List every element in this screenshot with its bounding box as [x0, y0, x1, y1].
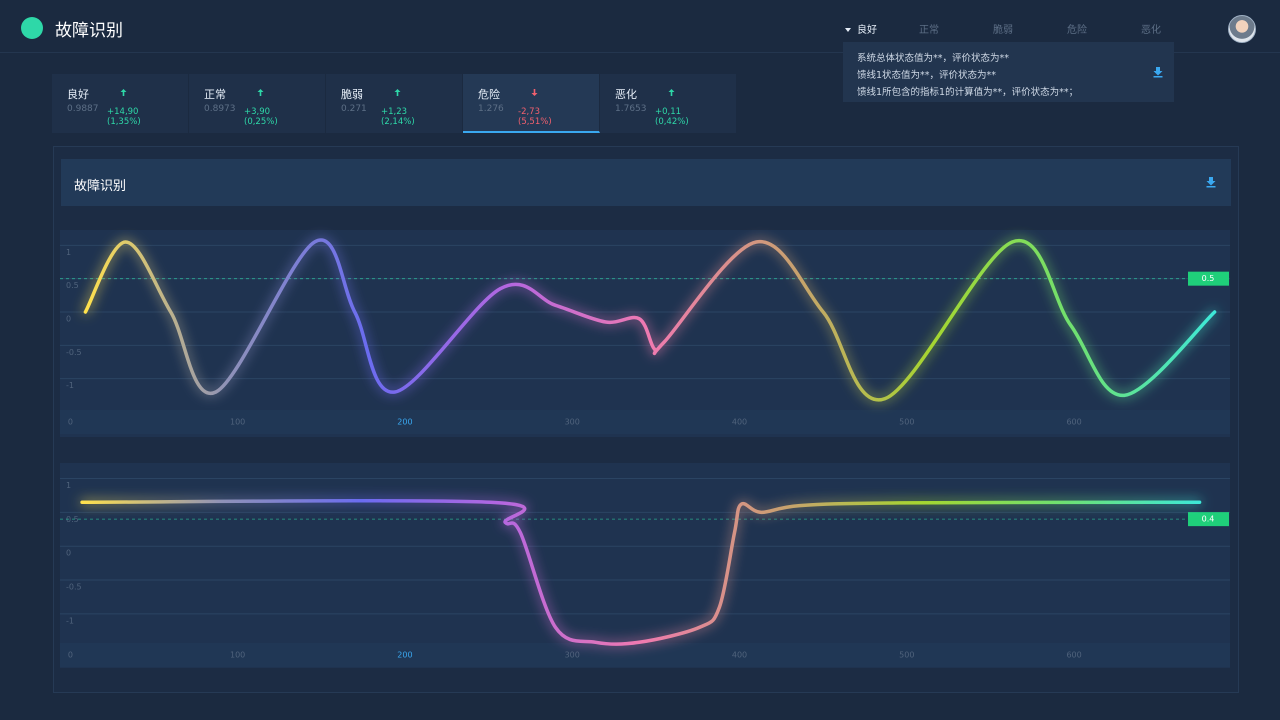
trend-arrow	[668, 89, 675, 96]
chart-area	[60, 463, 1230, 668]
logo	[21, 17, 43, 39]
x-tick-label: 600	[1066, 418, 1081, 427]
avatar[interactable]	[1228, 15, 1256, 43]
y-tick-label: -0.5	[66, 583, 82, 592]
x-axis-band	[60, 410, 1230, 434]
card-value: 1.7653	[615, 104, 647, 114]
threshold-tag	[1188, 271, 1229, 286]
change-percent: (5,51%)	[518, 117, 552, 127]
threshold-label: 0.4	[1202, 515, 1215, 524]
caret	[845, 28, 851, 32]
stat-card: 正常 0.8973 +3,90 (0,25%)	[189, 74, 326, 133]
y-tick-label: 0	[66, 315, 71, 324]
status-tab: 脆弱	[993, 21, 1067, 36]
stat-card: 危险 1.276 -2,73 (5,51%)	[463, 74, 600, 133]
card-name: 脆弱	[341, 88, 363, 101]
change-percent: (2,14%)	[381, 117, 415, 127]
y-tick-label: -1	[66, 381, 74, 390]
card-value: 0.9887	[67, 104, 99, 114]
x-tick-label: 100	[230, 651, 245, 660]
popup-line: 馈线1所包含的指标1的计算值为**，评价状态为**；	[857, 87, 1079, 98]
x-tick-label: 200	[397, 651, 412, 660]
y-tick-label: 1	[66, 481, 71, 490]
x-tick-label: 300	[565, 651, 580, 660]
trend-arrow	[394, 89, 401, 96]
data-line	[83, 238, 1217, 402]
app-title: 故障识别	[55, 21, 123, 41]
trend-arrow	[120, 89, 127, 96]
card-name: 恶化	[615, 88, 637, 101]
x-tick-label: 100	[230, 418, 245, 427]
card-change: -2,73 (5,51%)	[518, 107, 552, 127]
y-tick-label: 1	[66, 248, 71, 257]
download-icon[interactable]	[1152, 66, 1164, 78]
threshold-tag	[1188, 512, 1229, 527]
y-tick-label: 0.5	[66, 281, 79, 290]
card-name: 危险	[478, 88, 500, 101]
card-value: 0.8973	[204, 104, 236, 114]
y-tick-label: 0	[66, 549, 71, 558]
status-tab-label: 正常	[919, 25, 939, 36]
status-tab: 危险	[1067, 21, 1141, 36]
stat-card: 良好 0.9887 +14,90 (1,35%)	[52, 74, 189, 133]
status-tab-label: 良好	[857, 25, 877, 36]
card-change: +0,11 (0,42%)	[655, 107, 689, 127]
status-tabs: 良好 正常 脆弱 危险 恶化	[845, 21, 1215, 36]
panel-title: 故障识别	[74, 179, 127, 194]
change-percent: (1,35%)	[107, 117, 141, 127]
x-tick-label: 600	[1066, 651, 1081, 660]
change-value: +0,11	[655, 107, 682, 117]
change-percent: (0,42%)	[655, 117, 689, 127]
data-line	[80, 498, 1202, 646]
x-tick-label: 0	[68, 651, 73, 660]
card-name: 良好	[67, 88, 89, 101]
download-icon[interactable]	[1205, 176, 1217, 188]
card-value: 0.271	[341, 104, 367, 114]
status-tab: 良好	[845, 21, 919, 36]
status-tab-label: 恶化	[1141, 25, 1161, 36]
card-change: +14,90 (1,35%)	[107, 107, 141, 127]
status-tab-label: 脆弱	[993, 25, 1013, 36]
x-tick-label: 300	[565, 418, 580, 427]
panel-header: 故障识别	[61, 159, 1231, 206]
change-value: +14,90	[107, 107, 139, 117]
card-name: 正常	[204, 88, 226, 101]
status-tab-label: 危险	[1067, 25, 1087, 36]
x-tick-label: 200	[397, 418, 412, 427]
trend-arrow	[257, 89, 264, 96]
trend-arrow	[531, 89, 538, 96]
top-bar: 故障识别 良好 正常 脆弱 危险 恶化	[0, 0, 1280, 53]
card-change: +3,90 (0,25%)	[244, 107, 278, 127]
x-tick-label: 500	[899, 651, 914, 660]
popup-line: 馈线1状态值为**，评价状态为**	[857, 70, 997, 81]
status-popup: 系统总体状态值为**，评价状态为** 馈线1状态值为**，评价状态为** 馈线1所包…	[843, 42, 1174, 102]
popup-line: 系统总体状态值为**，评价状态为**	[857, 53, 1010, 64]
y-tick-label: -0.5	[66, 348, 82, 357]
status-tab: 恶化	[1141, 21, 1215, 36]
change-value: -2,73	[518, 107, 540, 117]
x-axis-band	[60, 643, 1230, 667]
stat-card: 恶化 1.7653 +0,11 (0,42%)	[600, 74, 737, 133]
change-value: +3,90	[244, 107, 271, 117]
change-percent: (0,25%)	[244, 117, 278, 127]
card-change: +1,23 (2,14%)	[381, 107, 415, 127]
y-tick-label: -1	[66, 616, 74, 625]
status-tab: 正常	[919, 21, 993, 36]
x-tick-label: 400	[732, 651, 747, 660]
card-value: 1.276	[478, 104, 504, 114]
stat-card: 脆弱 0.271 +1,23 (2,14%)	[326, 74, 463, 133]
chart-area	[60, 230, 1230, 437]
x-tick-label: 500	[899, 418, 914, 427]
change-value: +1,23	[381, 107, 408, 117]
x-tick-label: 400	[732, 418, 747, 427]
threshold-label: 0.5	[1202, 274, 1215, 283]
stat-cards: 良好 0.9887 +14,90 (1,35%) 正常 0.8973 +3,90 (0,25%…	[52, 74, 737, 133]
x-tick-label: 0	[68, 418, 73, 427]
